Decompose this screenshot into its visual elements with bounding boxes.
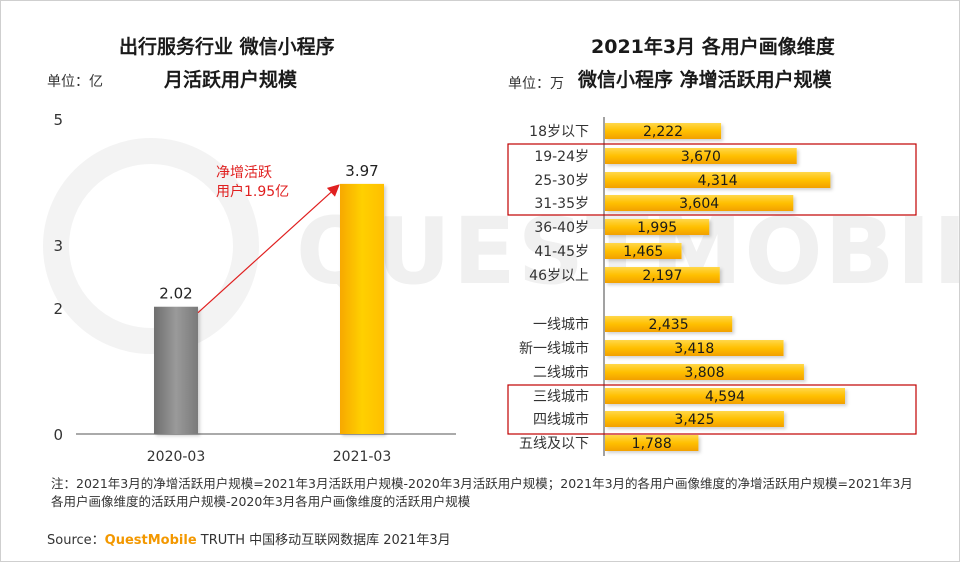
left-chart-unit: 单位：亿 [47, 74, 103, 90]
left-y-tick-3: 5 [53, 111, 63, 129]
right-category-label-3: 31-35岁 [534, 196, 589, 212]
right-category-label-2: 25-30岁 [534, 173, 589, 189]
right-bar-3 [605, 195, 794, 211]
right-bar-value-8: 3,418 [674, 341, 714, 357]
right-category-label-1: 19-24岁 [534, 149, 589, 165]
left-y-tick-2: 3 [53, 237, 63, 255]
left-bar-0 [154, 306, 198, 434]
right-bar-value-0: 2,222 [643, 124, 683, 140]
right-category-label-5: 41-45岁 [534, 244, 589, 260]
right-bar-value-7: 2,435 [649, 317, 689, 333]
left-y-tick-0: 0 [53, 426, 63, 444]
right-category-label-11: 四线城市 [533, 411, 589, 428]
right-bar-value-2: 4,314 [698, 173, 738, 189]
right-category-label-4: 36-40岁 [534, 220, 589, 236]
right-bar-9 [605, 364, 804, 380]
left-chart-title-line1: 出行服务行业 微信小程序 [119, 36, 335, 58]
right-bar-value-4: 1,995 [637, 220, 677, 236]
right-category-label-9: 二线城市 [533, 364, 589, 381]
right-bar-8 [605, 340, 784, 356]
right-bar-value-1: 3,670 [681, 149, 721, 165]
right-bar-value-11: 3,425 [674, 412, 714, 428]
right-category-label-12: 五线及以下 [519, 436, 589, 452]
source-prefix: Source： [47, 533, 105, 548]
left-y-tick-1: 2 [53, 300, 63, 318]
right-bar-12 [605, 435, 699, 451]
right-bar-value-6: 2,197 [642, 268, 682, 284]
right-category-label-6: 46岁以上 [529, 268, 589, 284]
right-bar-4 [605, 219, 710, 235]
highlight-box-age [507, 143, 917, 216]
left-x-label-0: 2020-03 [147, 449, 206, 465]
source-rest: TRUTH 中国移动互联网数据库 2021年3月 [196, 533, 451, 548]
right-bar-2 [605, 172, 831, 188]
right-chart-title-line2: 微信小程序 净增活跃用户规模 [578, 69, 832, 91]
right-bar-7 [605, 316, 733, 332]
watermark-logo-circle [43, 138, 259, 354]
right-category-label-10: 三线城市 [533, 388, 589, 405]
left-chart-title-line2: 月活跃用户规模 [164, 69, 298, 91]
right-category-label-8: 新一线城市 [519, 340, 589, 357]
source-line: Source：QuestMobile TRUTH 中国移动互联网数据库 2021… [47, 529, 451, 548]
footnote: 注：2021年3月的净增活跃用户规模=2021年3月活跃用户规模-2020年3月… [51, 476, 913, 509]
right-category-label-0: 18岁以下 [529, 124, 589, 140]
right-bar-value-12: 1,788 [632, 436, 672, 452]
right-category-label-7: 一线城市 [533, 316, 589, 333]
right-bar-11 [605, 411, 784, 427]
highlight-box-city [507, 384, 917, 435]
left-bar-value-1: 3.97 [345, 162, 378, 180]
right-chart-title-line1: 2021年3月 各用户画像维度 [591, 36, 835, 58]
left-growth-arrow [197, 184, 340, 314]
right-bar-5 [605, 243, 682, 259]
left-annotation-line2: 用户1.95亿 [216, 183, 289, 200]
right-bar-value-3: 3,604 [679, 196, 719, 212]
right-bar-0 [605, 123, 722, 139]
source-brand: QuestMobile [104, 533, 197, 548]
left-x-label-1: 2021-03 [333, 449, 392, 465]
left-annotation-line1: 净增活跃 [216, 165, 272, 181]
right-bar-value-10: 4,594 [705, 389, 745, 405]
right-bar-6 [605, 267, 720, 283]
right-bar-10 [605, 388, 845, 404]
right-bar-chart: 2,222 18岁以下 3,670 19-24岁 4,314 25-30岁 3,604 31-… [507, 117, 917, 456]
left-bar-1 [340, 183, 384, 434]
right-chart-unit: 单位：万 [508, 76, 564, 92]
right-bar-value-5: 1,465 [623, 244, 663, 260]
right-bar-1 [605, 148, 797, 164]
right-bar-value-9: 3,808 [684, 365, 724, 381]
left-bar-value-0: 2.02 [159, 285, 192, 303]
